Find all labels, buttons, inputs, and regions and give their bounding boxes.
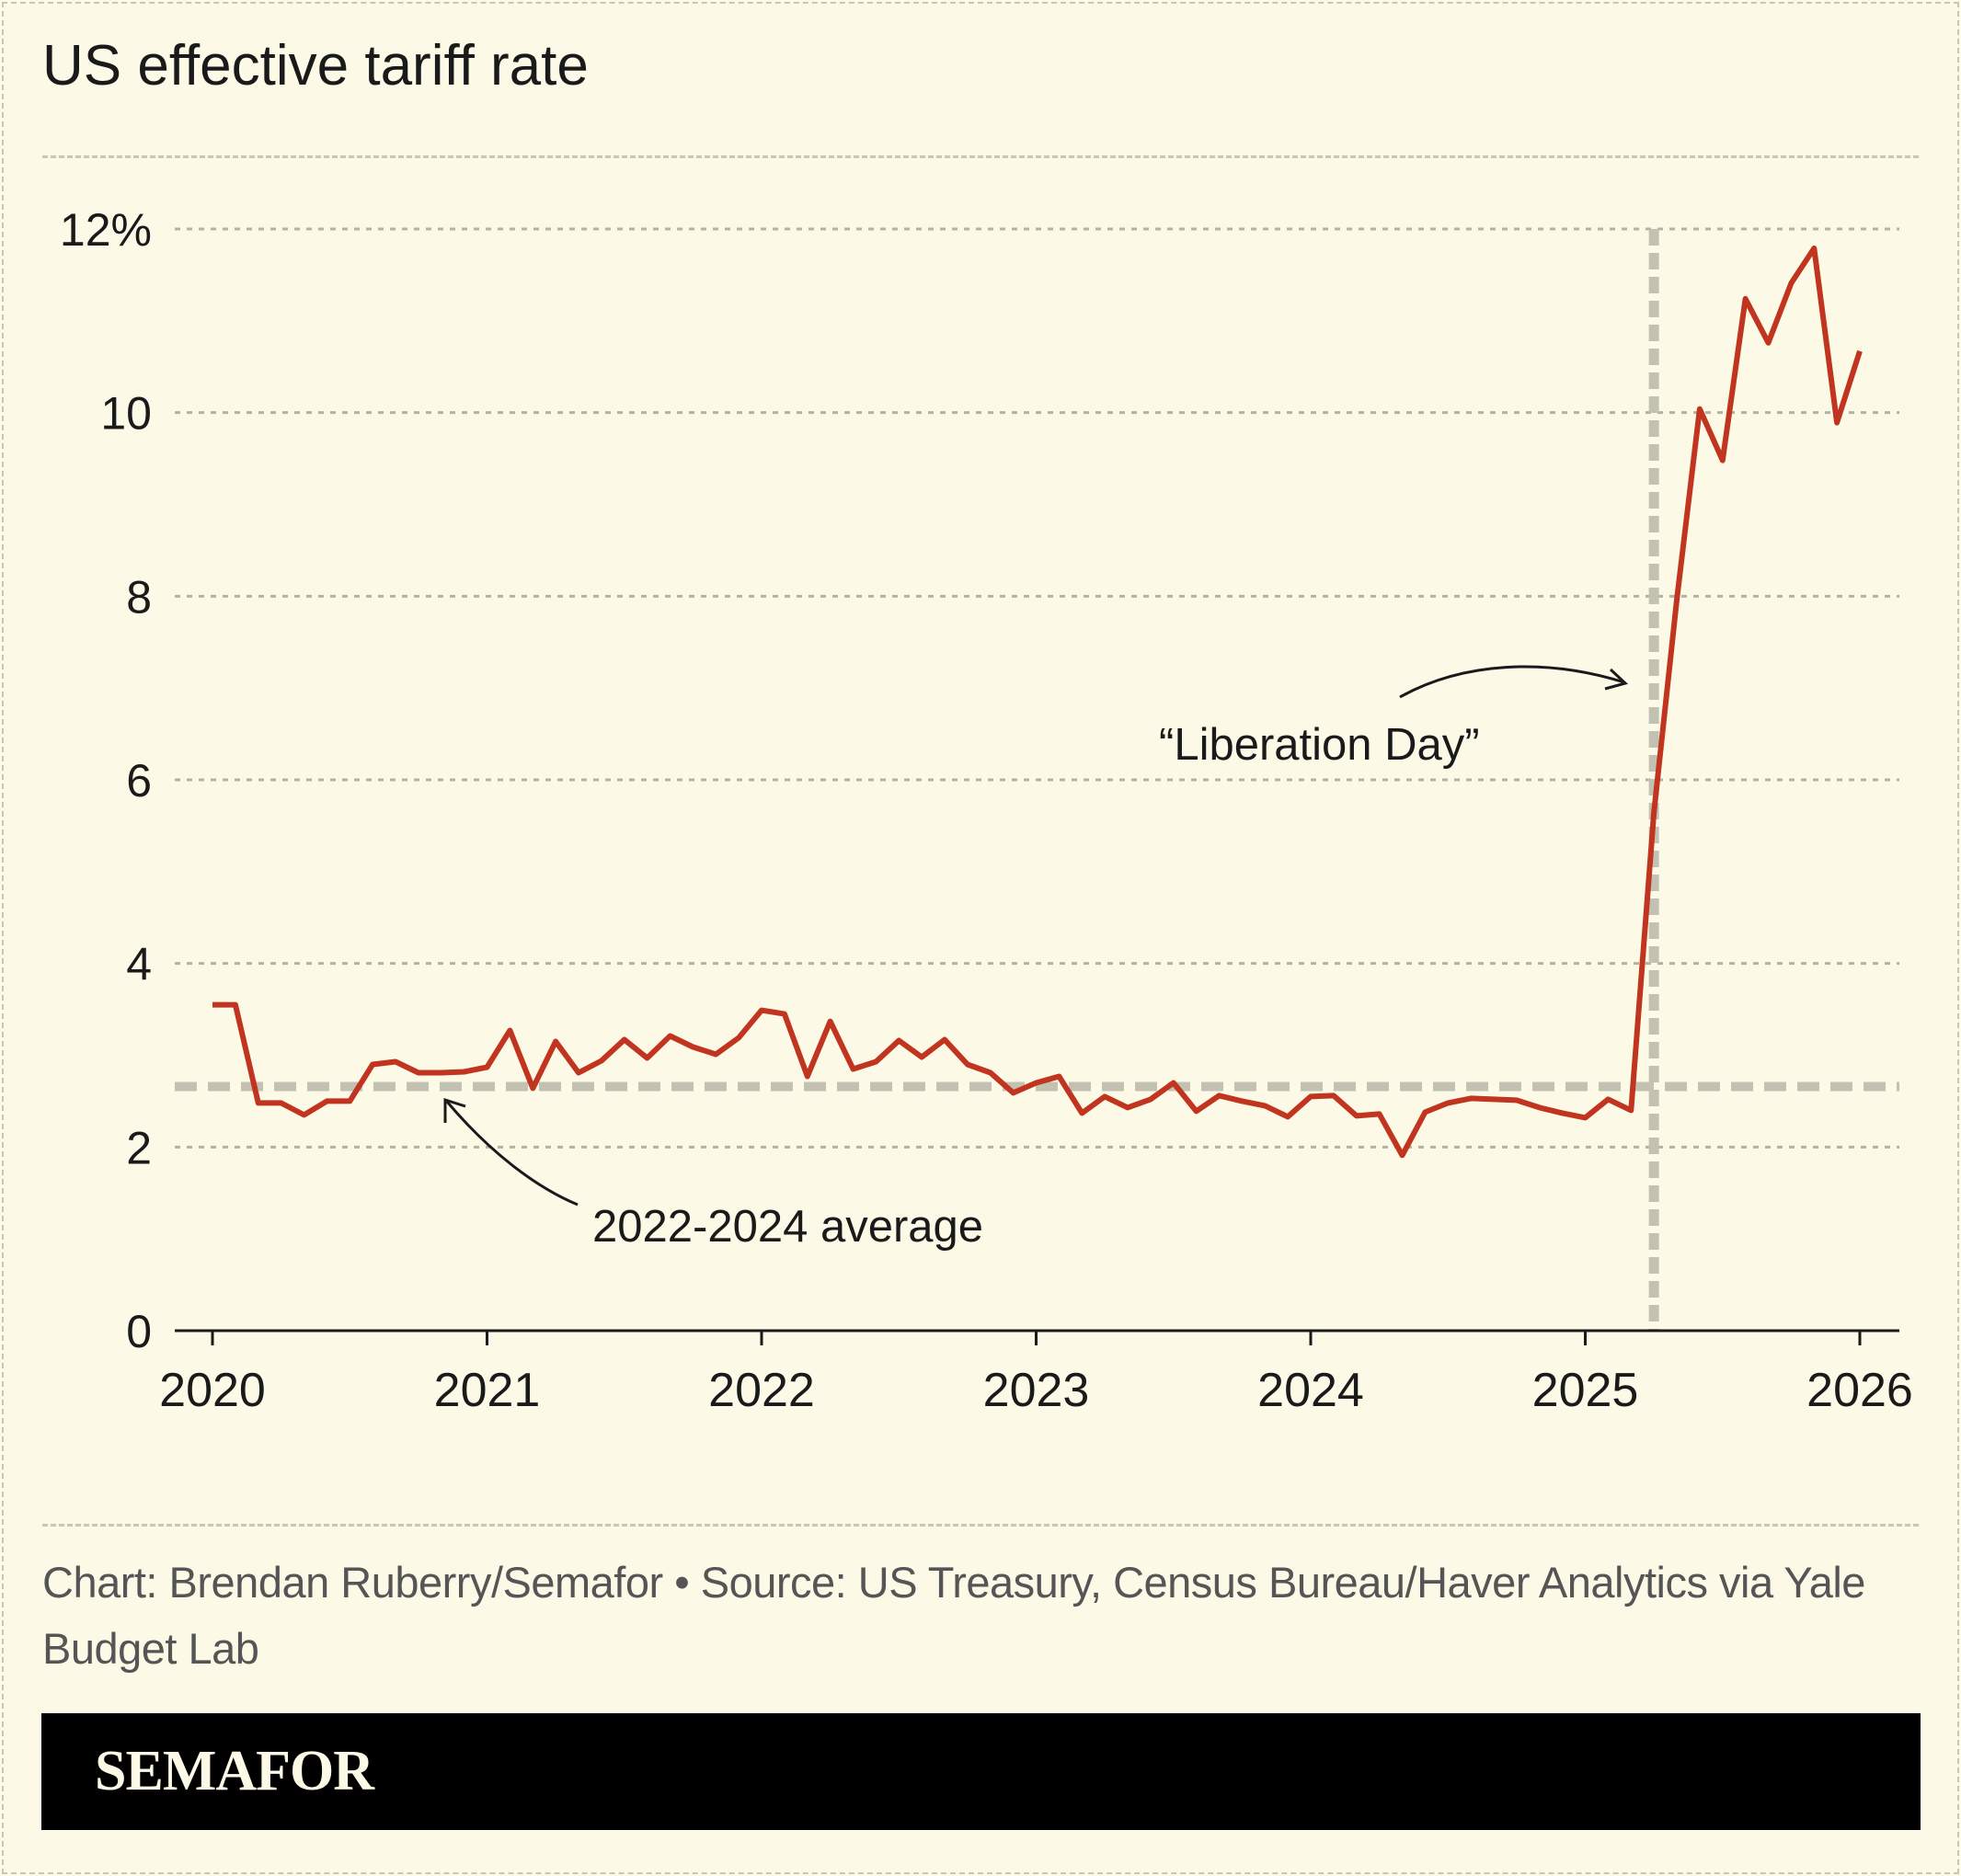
- y-tick-label: 2: [126, 1122, 152, 1173]
- average-label: 2022-2024 average: [592, 1202, 983, 1252]
- x-tick-label: 2021: [434, 1364, 541, 1417]
- x-tick-label: 2020: [159, 1364, 266, 1417]
- average-arrow: [445, 1101, 579, 1207]
- brand-bar: SEMAFOR: [41, 1713, 1921, 1830]
- x-tick-label: 2024: [1257, 1364, 1364, 1417]
- y-tick-label: 8: [126, 571, 152, 623]
- tariff-rate-line: [212, 246, 1863, 1159]
- x-tick-label: 2025: [1532, 1364, 1639, 1417]
- average-arrowhead: [443, 1097, 466, 1123]
- y-tick-label: 10: [100, 388, 152, 440]
- x-tick-label: 2023: [983, 1364, 1090, 1417]
- source-credit: Chart: Brendan Ruberry/Semafor • Source:…: [42, 1558, 1865, 1673]
- liberation-day-arrow: [1399, 665, 1625, 699]
- y-tick-label: 6: [126, 755, 152, 806]
- bottom-divider: [42, 1524, 1919, 1527]
- liberation-day-label: “Liberation Day”: [1159, 720, 1480, 770]
- top-divider: [42, 155, 1919, 158]
- x-tick-label: 2026: [1806, 1364, 1913, 1417]
- y-tick-label: 4: [126, 939, 152, 990]
- x-tick-label: 2022: [708, 1364, 815, 1417]
- y-tick-label: 12%: [60, 204, 152, 256]
- chart-title: US effective tariff rate: [42, 34, 589, 97]
- liberation-day-arrowhead: [1604, 668, 1628, 691]
- y-tick-label: 0: [126, 1306, 152, 1357]
- semafor-logo: SEMAFOR: [95, 1740, 374, 1802]
